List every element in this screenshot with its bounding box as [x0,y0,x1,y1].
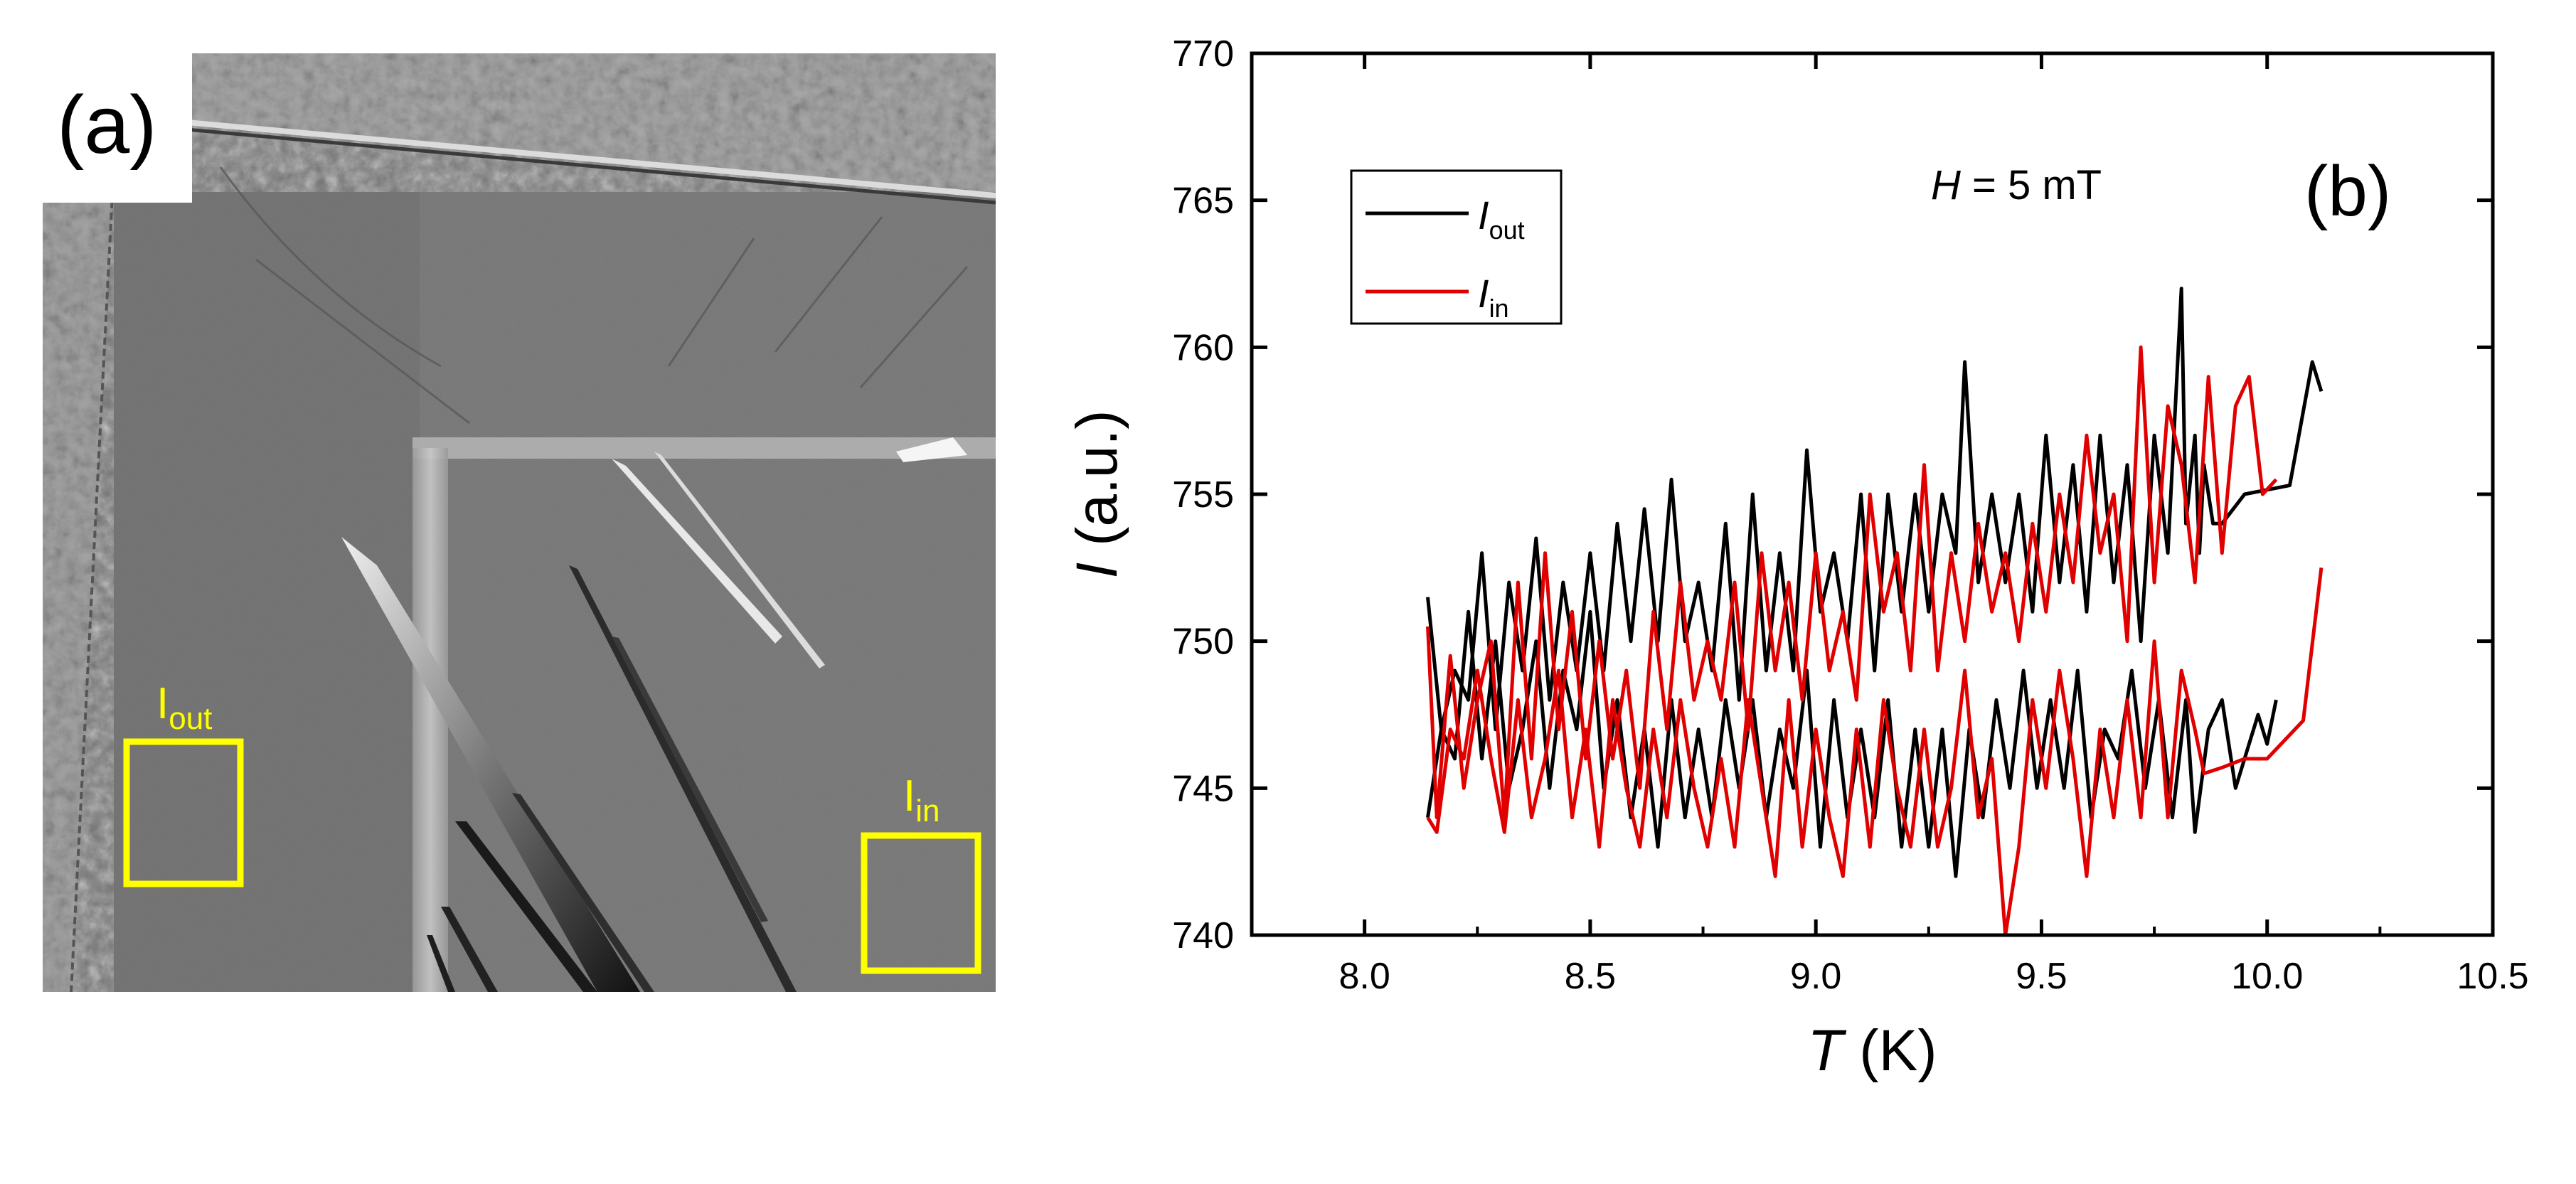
x-tick-label: 9.5 [2016,956,2067,997]
x-tick-label: 10.5 [2457,956,2528,997]
series-iin-branch-1 [1426,567,2324,937]
y-axis-title: I (a.u.) [1065,410,1129,579]
y-tick-label: 755 [1172,474,1234,516]
y-tick-label: 770 [1172,33,1234,75]
legend: Iout Iin [1350,169,1563,325]
legend-label-iout: Iout [1478,193,1525,245]
series-iout-branch-1 [1426,609,2278,878]
x-tick-label: 9.0 [1790,956,1841,997]
intensity-vs-temperature-chart: 8.0 8.5 9.0 9.5 10.0 10.5 7407457507557607657… [1065,33,2529,1083]
x-axis-title: T (K) [1807,1018,1937,1083]
roi-in-label: Iin [903,772,940,828]
legend-box [1350,169,1563,325]
roi-in-box [861,832,981,974]
panel-b-chart: 8.0 8.5 9.0 9.5 10.0 10.5 740 745 750 755 760 765 7… [1024,0,2576,1180]
legend-label-iin: Iin [1478,271,1509,323]
panel-b-label: (b) [2304,151,2391,231]
x-tick-label: 8.0 [1338,956,1390,997]
roi-out-box [123,738,244,887]
micrograph-image: (a) Iout Iin [43,53,996,993]
x-ticks: 8.0 8.5 9.0 9.5 10.0 10.5 [1250,53,2529,997]
y-tick-label: 765 [1172,181,1234,222]
series-iin-branch-0 [1426,345,2278,820]
y-tick-label: 760 [1172,327,1234,368]
series-layer [1426,287,2324,937]
panel-a-label: (a) [57,80,157,171]
roi-out-label: Iout [156,679,212,736]
y-tick-label: 750 [1172,622,1234,663]
field-annotation: H = 5 mT [1931,162,2102,208]
x-tick-label: 8.5 [1565,956,1616,997]
panel-a-micrograph: (a) Iout Iin [43,53,996,993]
x-tick-label: 10.0 [2231,956,2303,997]
y-tick-label: 740 [1172,915,1234,956]
y-tick-label: 745 [1172,768,1234,809]
y-ticks: 740 745 750 755 760 765 770 [1172,33,2493,956]
